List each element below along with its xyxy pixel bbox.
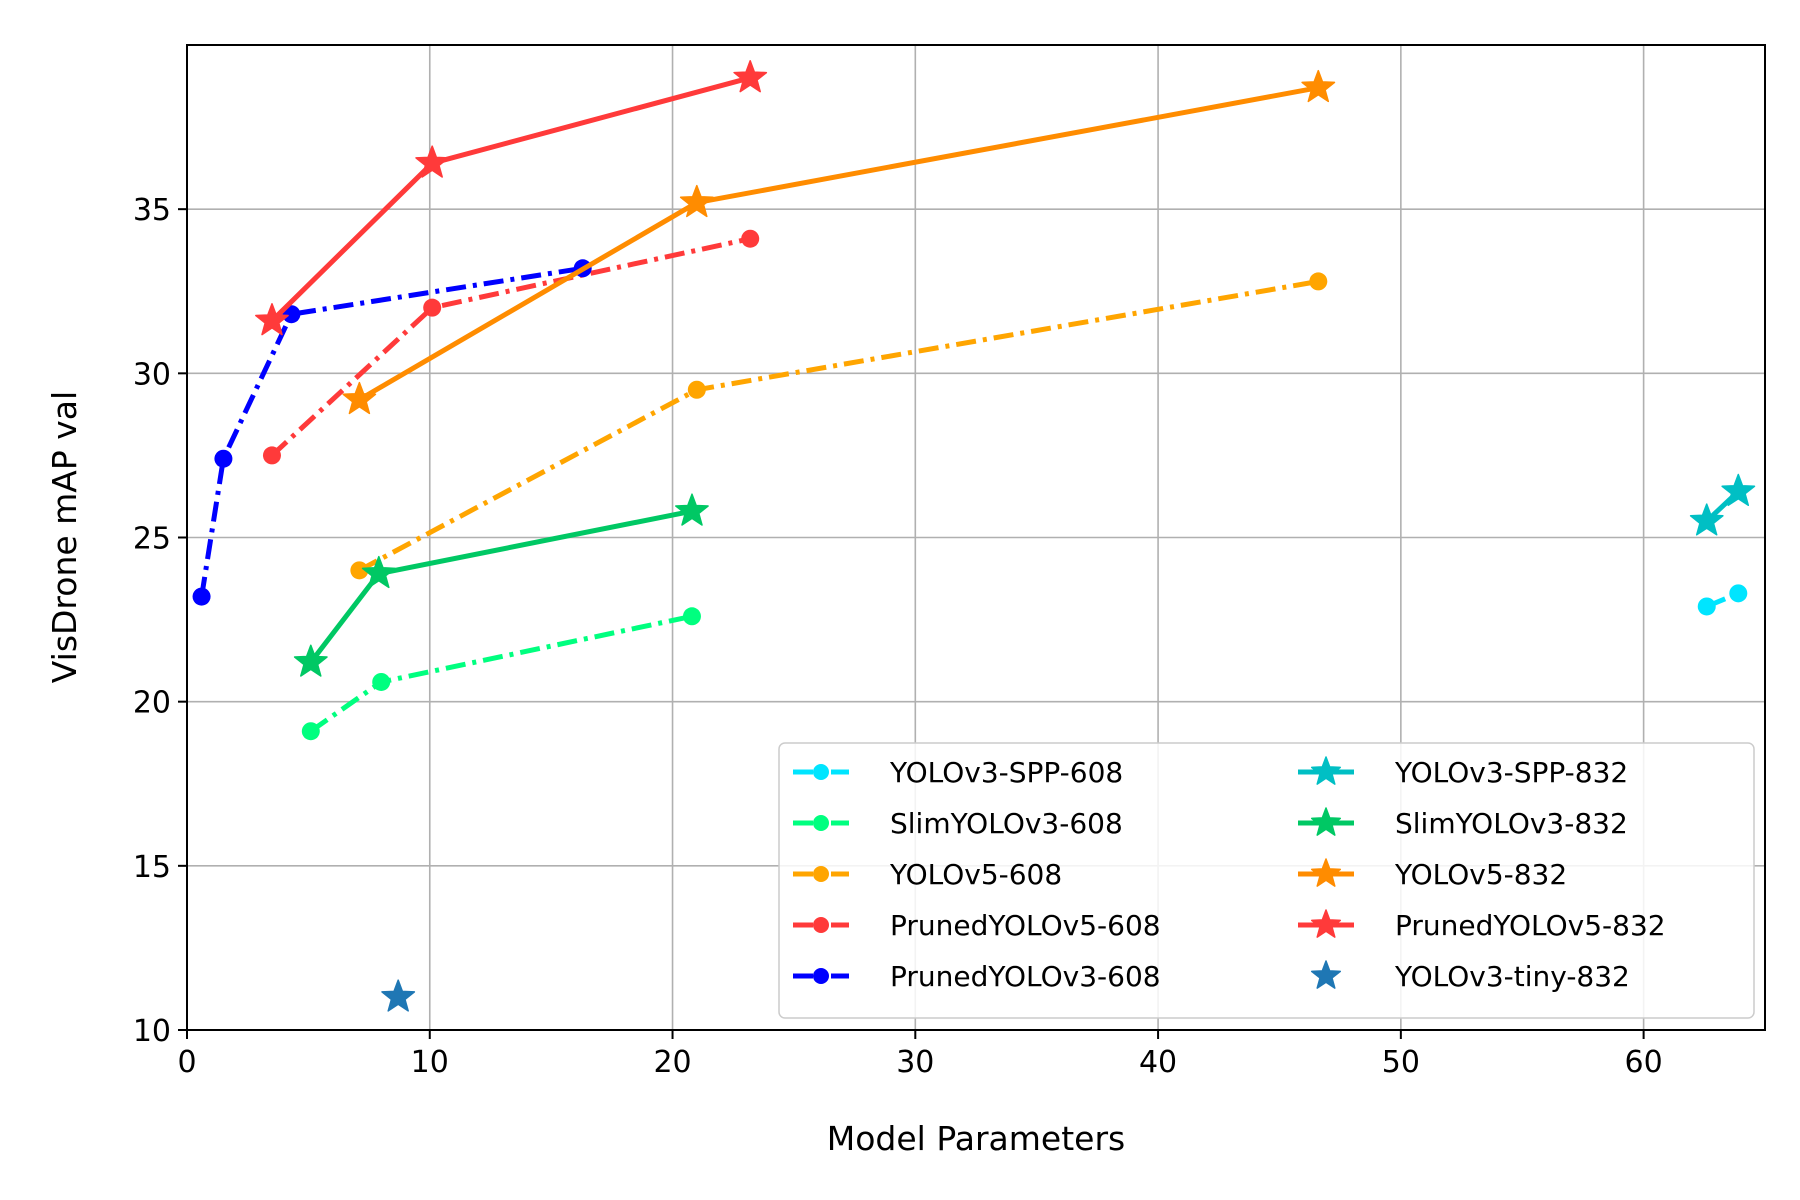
legend-marker [1310,858,1342,887]
series-slimyolov3-608 [301,607,701,741]
y-axis-title: VisDrone mAP val [45,391,84,683]
legend-item: PrunedYOLOv5-832 [1298,909,1666,942]
x-tick-label: 50 [1382,1045,1420,1080]
legend-marker [813,815,829,831]
series-prunedyolov5-832 [255,60,768,336]
data-point [350,561,369,580]
legend-marker [813,866,829,882]
legend-label: YOLOv3-SPP-608 [889,756,1123,789]
x-tick-label: 30 [896,1045,934,1080]
data-point [687,380,706,399]
legend-item: YOLOv3-SPP-608 [793,756,1123,789]
legend-item: PrunedYOLOv3-608 [793,960,1161,993]
data-point [214,449,233,468]
data-point [1697,597,1716,616]
data-point [415,145,450,178]
y-tick-label: 35 [133,193,171,228]
legend-marker [813,968,829,984]
data-point [255,303,289,336]
legend-item: YOLOv5-832 [1298,858,1567,891]
data-point [1301,69,1336,103]
y-tick-label: 30 [133,357,171,392]
y-tick-label: 10 [133,1014,171,1049]
data-point [361,555,396,589]
series-yolov3-tiny-832 [381,979,416,1012]
data-point [423,298,442,317]
series-yolov3-spp-832 [1689,473,1756,536]
legend-box [778,742,1755,1019]
series-yolov5-608 [350,272,1328,580]
series-layer [192,60,1756,1012]
series-yolov5-832 [342,69,1336,415]
legend-item: YOLOv3-tiny-832 [1310,960,1630,993]
series-yolov3-spp-608 [1697,584,1748,616]
legend-marker [1310,960,1342,989]
legend-item: PrunedYOLOv5-608 [793,909,1161,942]
legend-marker [813,764,829,780]
x-tick-label: 60 [1625,1045,1663,1080]
legend-item: YOLOv3-SPP-832 [1298,756,1628,789]
legend-label: SlimYOLOv3-608 [890,807,1123,840]
data-point [733,60,768,93]
data-point [741,229,760,248]
data-point [342,381,377,415]
series-slimyolov3-832 [293,493,709,677]
data-point [1721,473,1756,507]
legend: YOLOv3-SPP-608 SlimYOLOv3-608 YOLOv5-608 Pr… [778,742,1755,1019]
data-point [682,607,701,626]
data-point [262,446,281,465]
data-point [1689,503,1724,536]
legend-marker [813,917,829,933]
y-tick-label: 15 [133,850,171,885]
legend-label: PrunedYOLOv5-608 [890,909,1161,942]
legend-label: YOLOv5-608 [889,858,1062,891]
legend-item: YOLOv5-608 [793,858,1062,891]
x-tick-label: 40 [1139,1045,1177,1080]
y-tick-label: 20 [133,686,171,721]
data-point [679,184,714,218]
legend-marker [1310,807,1342,836]
y-tick-label: 25 [133,522,171,557]
legend-label: PrunedYOLOv3-608 [890,960,1161,993]
series-prunedyolov5-608 [262,229,760,465]
legend-marker [1310,909,1342,938]
legend-label: SlimYOLOv3-832 [1395,807,1628,840]
x-tick-label: 10 [411,1045,449,1080]
legend-label: YOLOv5-832 [1394,858,1567,891]
data-point [301,722,320,741]
legend-item: SlimYOLOv3-608 [793,807,1123,840]
legend-label: YOLOv3-tiny-832 [1394,960,1630,993]
data-point [192,587,211,606]
x-axis-title: Model Parameters [827,1119,1125,1158]
series-line [199,265,584,597]
x-tick-label: 20 [653,1045,691,1080]
data-point [381,979,416,1012]
data-point [282,305,301,324]
x-tick-label: 0 [177,1045,196,1080]
legend-label: YOLOv3-SPP-832 [1394,756,1628,789]
legend-marker [1310,756,1342,785]
data-point [675,493,709,526]
legend-item: SlimYOLOv3-832 [1298,807,1628,840]
data-point [372,672,391,691]
legend-label: PrunedYOLOv5-832 [1395,909,1666,942]
data-point [1729,584,1748,603]
data-point [1309,272,1328,291]
data-point [293,644,328,677]
